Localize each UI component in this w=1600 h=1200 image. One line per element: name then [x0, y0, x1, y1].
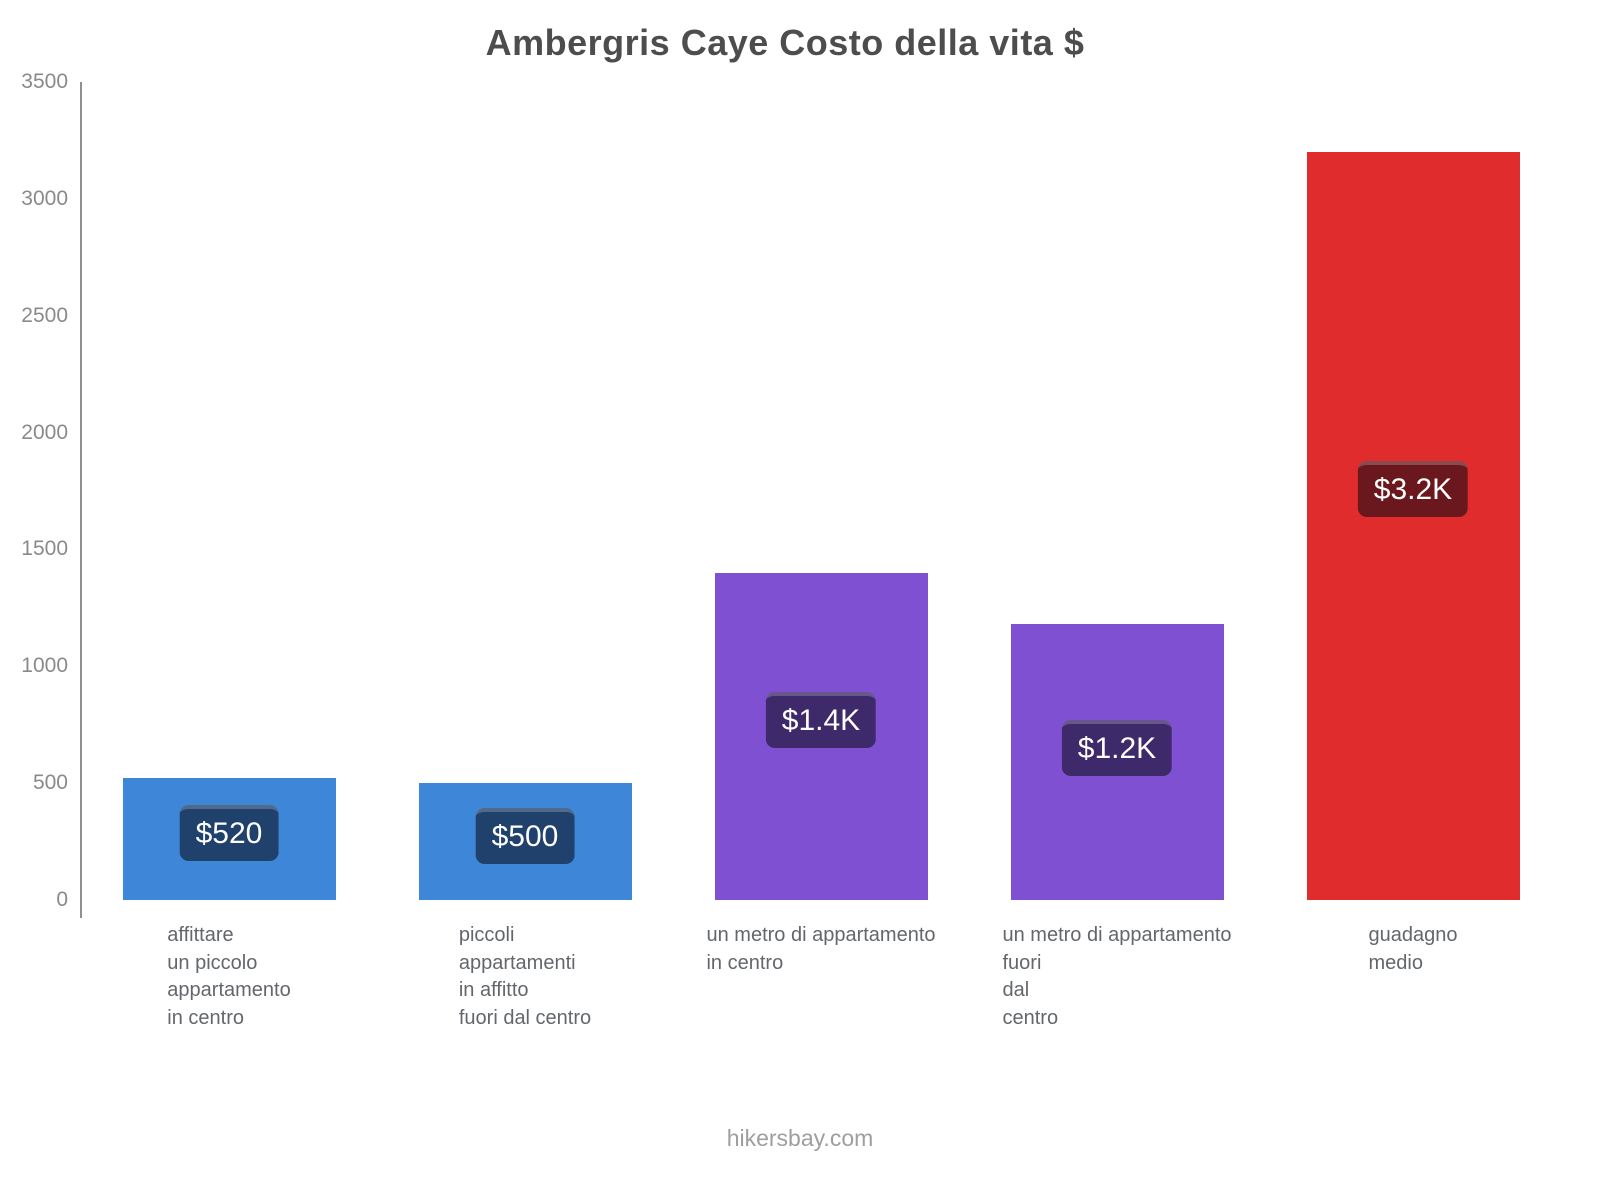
y-axis-tick-label: 1500	[21, 537, 68, 561]
bar-category-label-3: un metro di appartamento in centro	[706, 922, 935, 977]
y-axis-line	[80, 82, 82, 918]
category-label-line: affittare	[167, 924, 234, 946]
bar-value-label-4: $1.2K	[1061, 720, 1173, 777]
bar-category-label-2: piccoli appartamenti in affitto fuori dal c…	[459, 922, 591, 1032]
category-label-line: appartamenti	[458, 951, 576, 974]
bar-value-label-2: $500	[475, 807, 575, 864]
bar-category-label-4: un metro di appartamento fuori dal centro	[1002, 922, 1231, 1032]
category-label-line: centro	[1002, 1006, 1059, 1029]
bar-value-label-1: $520	[179, 805, 279, 862]
y-axis-tick-label: 2500	[21, 303, 68, 327]
category-label-line: dal	[1002, 979, 1030, 1001]
category-label-line: piccoli	[458, 924, 515, 946]
y-axis-tick-label: 1000	[21, 654, 68, 678]
category-label-line: un piccolo	[167, 951, 258, 974]
y-axis-tick-label: 0	[56, 888, 68, 911]
bar-category-label-1: affittare un piccolo appartamento in centro	[167, 922, 290, 1032]
category-label-line: appartamento	[167, 979, 291, 1001]
footer-watermark: hikersbay.com	[726, 1125, 874, 1151]
category-label-line: un metro di appartamento	[1002, 924, 1232, 946]
category-label-line: medio	[1368, 951, 1423, 974]
category-label-line: guadagno	[1368, 924, 1458, 946]
y-axis-tick-label: 500	[32, 771, 68, 795]
category-label-line: in affitto	[458, 979, 529, 1001]
category-label-line: in centro	[167, 1006, 245, 1029]
chart-title: Ambergris Caye Costo della vita $	[485, 22, 1085, 63]
y-axis-tick-label: 3000	[21, 186, 68, 210]
bar-value-label-5: $3.2K	[1357, 460, 1469, 517]
y-axis-tick-label: 3500	[21, 70, 68, 93]
bar-category-label-5: guadagno medio	[1369, 922, 1458, 977]
category-label-line: in centro	[706, 951, 784, 974]
category-label-line: un metro di appartamento	[706, 924, 936, 946]
category-label-line: fuori	[1002, 951, 1042, 974]
bar-5	[1306, 152, 1520, 900]
category-label-line: fuori dal centro	[458, 1006, 592, 1029]
bar-value-label-3: $1.4K	[765, 692, 877, 749]
y-axis-tick-label: 2000	[21, 420, 68, 444]
